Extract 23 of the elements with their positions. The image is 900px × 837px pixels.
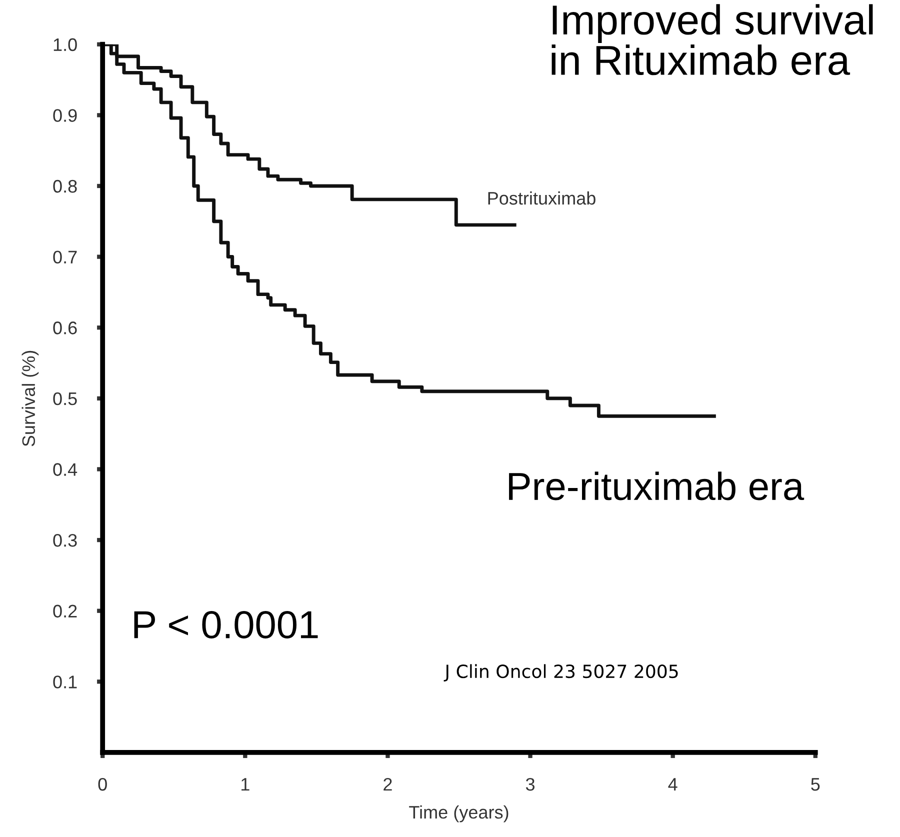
x-tick-label: 0 <box>98 778 107 791</box>
y-tick-label: 0.3 <box>53 534 77 547</box>
y-tick-label: 1.0 <box>54 38 77 52</box>
x-tick-label: 4 <box>668 778 678 791</box>
x-tick-label: 5 <box>811 778 820 791</box>
annotation: P < 0.0001 <box>134 611 318 639</box>
x-tick-label: 2 <box>384 778 392 791</box>
y-tick-label: 0.7 <box>53 250 77 264</box>
series-label: Postrituximab <box>488 191 596 205</box>
annotation: J Clin Oncol 23 5027 2005 <box>444 664 678 682</box>
series-label: Pre-rituximab era <box>509 472 804 500</box>
y-tick-label: 0.1 <box>53 676 77 688</box>
y-tick-label: 0.4 <box>53 463 78 476</box>
y-axis-title: Survival (%) <box>22 350 39 446</box>
x-axis-title: Time (years) <box>409 805 508 822</box>
y-tick-label: 0.6 <box>53 322 77 334</box>
chart-title: Improved survival in Rituximab era <box>552 4 873 76</box>
y-tick-label: 0.8 <box>53 180 77 193</box>
y-tick-label: 0.5 <box>53 392 77 406</box>
x-tick-label: 1 <box>242 778 250 791</box>
y-tick-label: 0.9 <box>53 109 77 122</box>
y-tick-label: 0.2 <box>53 604 77 618</box>
x-tick-label: 3 <box>526 778 535 791</box>
